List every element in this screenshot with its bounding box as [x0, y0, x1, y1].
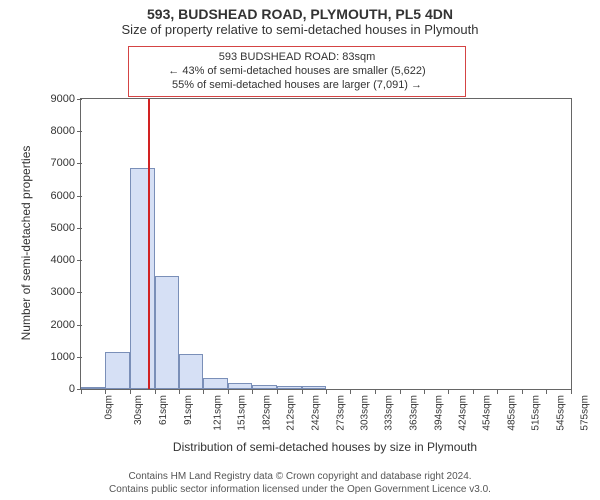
x-tick-label: 121sqm: [210, 395, 223, 431]
x-tick-mark: [350, 389, 351, 394]
x-tick-label: 363sqm: [406, 395, 419, 431]
x-tick-mark: [155, 389, 156, 394]
x-tick-label: 212sqm: [284, 395, 297, 431]
x-axis-label: Distribution of semi-detached houses by …: [173, 440, 477, 454]
x-tick-mark: [203, 389, 204, 394]
x-tick-label: 575sqm: [578, 395, 591, 431]
x-tick-label: 242sqm: [308, 395, 321, 431]
x-tick-label: 91sqm: [181, 395, 194, 425]
x-tick-mark: [252, 389, 253, 394]
x-tick-mark: [400, 389, 401, 394]
y-tick-label: 6000: [51, 190, 81, 202]
histogram-bar: [302, 386, 326, 389]
x-tick-label: 303sqm: [358, 395, 371, 431]
x-tick-label: 454sqm: [480, 395, 493, 431]
x-tick-label: 30sqm: [131, 395, 144, 425]
x-tick-mark: [179, 389, 180, 394]
y-tick-label: 2000: [51, 319, 81, 331]
x-tick-label: 273sqm: [333, 395, 346, 431]
histogram-bar: [155, 276, 179, 389]
x-tick-mark: [546, 389, 547, 394]
footnote-line2: Contains public sector information licen…: [0, 484, 600, 497]
x-tick-mark: [424, 389, 425, 394]
x-tick-mark: [473, 389, 474, 394]
histogram-bar: [130, 168, 154, 389]
x-tick-label: 424sqm: [455, 395, 468, 431]
footnote: Contains HM Land Registry data © Crown c…: [0, 471, 600, 496]
annotation-line2: ← 43% of semi-detached houses are smalle…: [137, 65, 457, 79]
y-tick-label: 0: [69, 383, 81, 395]
histogram-bar: [179, 354, 203, 389]
x-tick-label: 0sqm: [101, 395, 114, 419]
x-tick-label: 182sqm: [260, 395, 273, 431]
x-tick-label: 333sqm: [382, 395, 395, 431]
x-tick-mark: [375, 389, 376, 394]
property-marker-line: [148, 99, 150, 389]
x-tick-mark: [326, 389, 327, 394]
x-tick-mark: [448, 389, 449, 394]
x-tick-label: 515sqm: [529, 395, 542, 431]
footnote-line1: Contains HM Land Registry data © Crown c…: [0, 471, 600, 484]
x-tick-mark: [302, 389, 303, 394]
x-tick-mark: [130, 389, 131, 394]
histogram-bar: [228, 383, 252, 389]
x-tick-mark: [228, 389, 229, 394]
y-axis-label: Number of semi-detached properties: [19, 146, 33, 341]
y-tick-label: 7000: [51, 157, 81, 169]
x-tick-label: 394sqm: [431, 395, 444, 431]
x-tick-label: 545sqm: [553, 395, 566, 431]
x-tick-mark: [81, 389, 82, 394]
y-tick-label: 4000: [51, 254, 81, 266]
x-tick-label: 151sqm: [235, 395, 248, 431]
y-tick-label: 1000: [51, 351, 81, 363]
x-tick-mark: [522, 389, 523, 394]
histogram-bar: [252, 385, 276, 389]
histogram-bar: [277, 386, 302, 389]
y-tick-label: 8000: [51, 125, 81, 137]
histogram-bar: [105, 352, 130, 389]
x-tick-label: 61sqm: [156, 395, 169, 425]
x-tick-label: 485sqm: [505, 395, 518, 431]
y-tick-label: 9000: [51, 93, 81, 105]
histogram-bar: [203, 378, 228, 389]
property-annotation-box: 593 BUDSHEAD ROAD: 83sqm ← 43% of semi-d…: [128, 46, 466, 97]
x-tick-mark: [571, 389, 572, 394]
chart-title-line2: Size of property relative to semi-detach…: [0, 22, 600, 37]
y-tick-label: 5000: [51, 222, 81, 234]
x-tick-mark: [105, 389, 106, 394]
annotation-line1: 593 BUDSHEAD ROAD: 83sqm: [137, 51, 457, 65]
y-tick-label: 3000: [51, 286, 81, 298]
x-tick-mark: [277, 389, 278, 394]
chart-title-line1: 593, BUDSHEAD ROAD, PLYMOUTH, PL5 4DN: [0, 0, 600, 22]
histogram-bar: [81, 387, 105, 389]
histogram-plot-area: 01000200030004000500060007000800090000sq…: [80, 98, 572, 390]
annotation-line3: 55% of semi-detached houses are larger (…: [137, 79, 457, 93]
x-tick-mark: [497, 389, 498, 394]
